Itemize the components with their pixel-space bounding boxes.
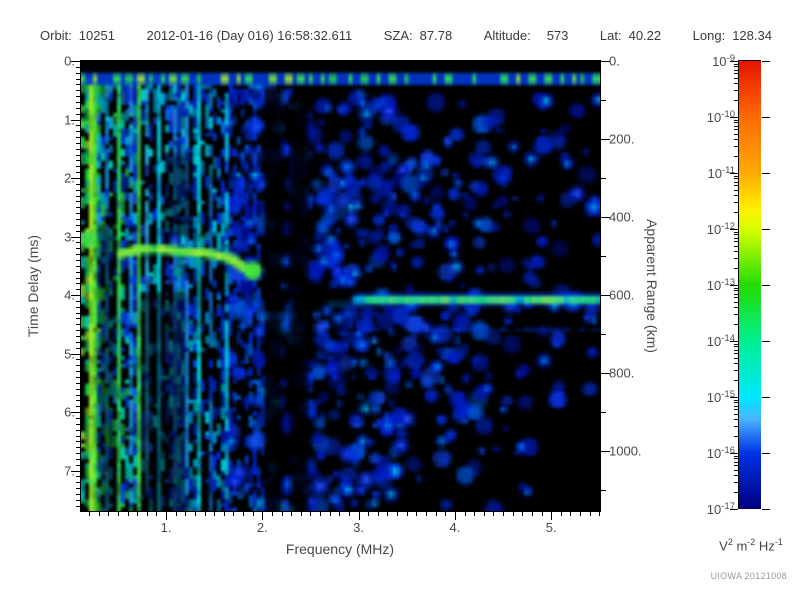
unit-part: V bbox=[719, 538, 728, 554]
header-field-value: 87.78 bbox=[419, 28, 453, 43]
header-field-label: Lat: bbox=[599, 28, 622, 43]
x-tick-label: 2. bbox=[256, 520, 268, 535]
x-tick-label: 3. bbox=[353, 520, 365, 535]
colorbar-tick-label: 10-11 bbox=[707, 164, 736, 182]
y-tick-label: 7. bbox=[64, 463, 75, 479]
x-tick-label: 1. bbox=[160, 520, 172, 535]
spectrogram-canvas bbox=[81, 61, 600, 511]
header-field: Altitude: 573 bbox=[484, 28, 569, 43]
y-axis-title: Time Delay (ms) bbox=[25, 234, 41, 338]
colorbar-tick-label: 10-9 bbox=[712, 52, 735, 70]
right-axis-title: Apparent Range (km) bbox=[644, 219, 660, 353]
x-axis-title: Frequency (MHz) bbox=[285, 541, 395, 557]
colorbar-unit-label: V2 m-2 Hz-1 bbox=[705, 537, 797, 553]
y-tick-label: 6. bbox=[64, 404, 75, 420]
unit-part: -1 bbox=[774, 537, 783, 547]
y-tick-label: 3. bbox=[64, 229, 75, 245]
header-field: SZA: 87.78 bbox=[384, 28, 452, 43]
header-field-value: 10251 bbox=[78, 28, 115, 43]
y-tick-label: 1. bbox=[64, 112, 75, 128]
unit-part: Hz bbox=[755, 538, 775, 554]
colorbar-tick-label: 10-17 bbox=[706, 500, 735, 518]
range-tick-label: 600. bbox=[609, 287, 635, 303]
y-tick-label: 2. bbox=[64, 170, 75, 186]
y-tick-label: 5. bbox=[64, 346, 75, 362]
header-field-label: Long: bbox=[692, 28, 726, 43]
header-field: Long: 128.34 bbox=[693, 28, 772, 43]
header-field-value: 2012-01-16 (Day 016) 16:58:32.611 bbox=[146, 28, 353, 43]
header-field-label: SZA: bbox=[383, 28, 413, 43]
unit-part: -2 bbox=[747, 537, 756, 547]
colorbar-tick-label: 10-12 bbox=[706, 220, 735, 238]
colorbar-gradient bbox=[739, 61, 761, 509]
colorbar-tick-label: 10-13 bbox=[706, 276, 735, 294]
colorbar-tick-label: 10-15 bbox=[706, 388, 735, 406]
x-tick-label: 4. bbox=[449, 520, 461, 535]
x-tick-label: 5. bbox=[545, 520, 557, 535]
header-field-value: 573 bbox=[546, 28, 569, 43]
header-field: Lat: 40.22 bbox=[600, 28, 661, 43]
unit-part: m bbox=[732, 538, 748, 554]
range-tick-label: 200. bbox=[609, 131, 635, 147]
y-tick-label: 4. bbox=[64, 287, 75, 303]
header-field: Orbit: 10251 bbox=[40, 28, 115, 43]
y-tick-label: 0. bbox=[64, 53, 75, 69]
header-field-value: 40.22 bbox=[628, 28, 662, 43]
range-tick-label: 800. bbox=[609, 365, 635, 381]
header-field: 2012-01-16 (Day 016) 16:58:32.611 bbox=[146, 28, 352, 43]
header-readout: Orbit: 10251 2012-01-16 (Day 016) 16:58:32… bbox=[40, 28, 772, 43]
credit-text: UIOWA 20121008 bbox=[710, 571, 787, 581]
range-tick-label: 1000. bbox=[609, 443, 642, 459]
range-tick-label: 0. bbox=[609, 53, 620, 69]
colorbar-tick-label: 10-16 bbox=[706, 444, 735, 462]
header-field-label: Altitude: bbox=[483, 28, 531, 43]
range-tick-label: 400. bbox=[609, 209, 635, 225]
header-field-label: Orbit: bbox=[40, 28, 72, 43]
colorbar-tick-label: 10-10 bbox=[706, 108, 735, 126]
header-field-value: 128.34 bbox=[732, 28, 772, 43]
unit-part: 2 bbox=[727, 537, 733, 547]
colorbar-tick-label: 10-14 bbox=[706, 332, 735, 350]
